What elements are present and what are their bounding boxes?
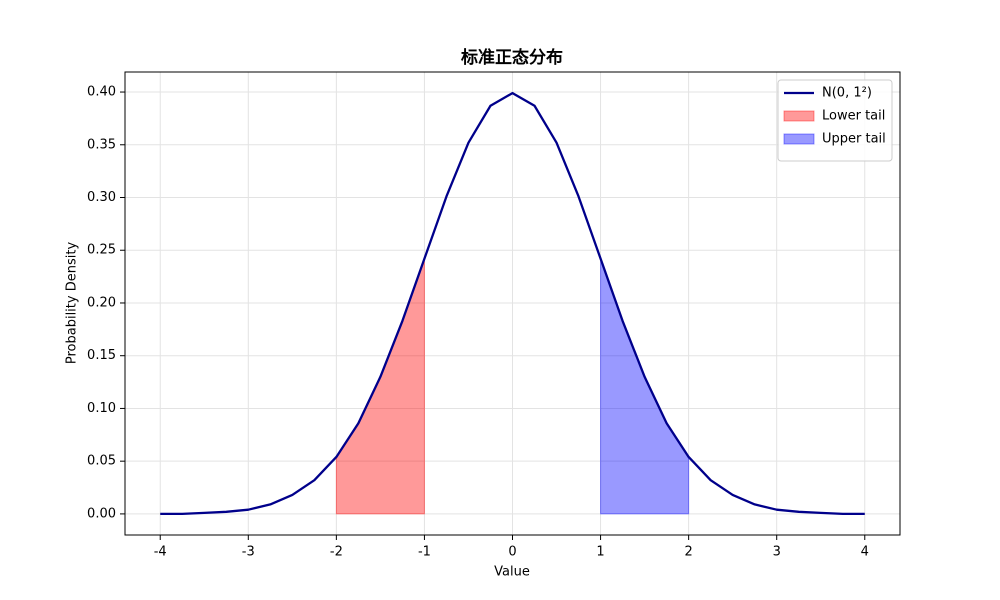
- x-tick-label: -1: [418, 545, 431, 560]
- x-tick-label: 2: [684, 545, 692, 560]
- chart-title: 标准正态分布: [461, 47, 563, 68]
- y-tick-label: 0.10: [87, 401, 116, 416]
- y-tick-label: 0.15: [87, 348, 116, 363]
- legend-box: [777, 79, 893, 162]
- y-tick-label: 0.20: [87, 295, 116, 310]
- legend: N(0, 1²) Lower tail Upper tail: [777, 79, 893, 162]
- x-tick-label: 1: [596, 545, 604, 560]
- y-tick-label: 0.25: [87, 243, 116, 258]
- x-tick-label: 4: [861, 545, 869, 560]
- y-tick-label: 0.30: [87, 190, 116, 205]
- legend-swatch: [783, 110, 815, 122]
- x-tick-label: 3: [773, 545, 781, 560]
- x-axis-label: Value: [494, 565, 530, 580]
- legend-label: Upper tail: [822, 132, 886, 147]
- y-axis-label: Probability Density: [65, 242, 80, 365]
- legend-label: N(0, 1²): [822, 86, 872, 101]
- y-tick-label: 0.40: [87, 85, 116, 100]
- legend-label: Lower tail: [822, 109, 885, 124]
- y-tick-label: 0.05: [87, 454, 116, 469]
- x-tick-label: 0: [508, 545, 516, 560]
- x-tick-label: -2: [330, 545, 343, 560]
- legend-swatch: [783, 133, 815, 145]
- x-tick-label: -3: [242, 545, 255, 560]
- y-tick-label: 0.00: [87, 506, 116, 521]
- plot-frame: [124, 71, 901, 536]
- line: [160, 91, 865, 516]
- x-tick-label: -4: [154, 545, 167, 560]
- y-tick-label: 0.35: [87, 137, 116, 152]
